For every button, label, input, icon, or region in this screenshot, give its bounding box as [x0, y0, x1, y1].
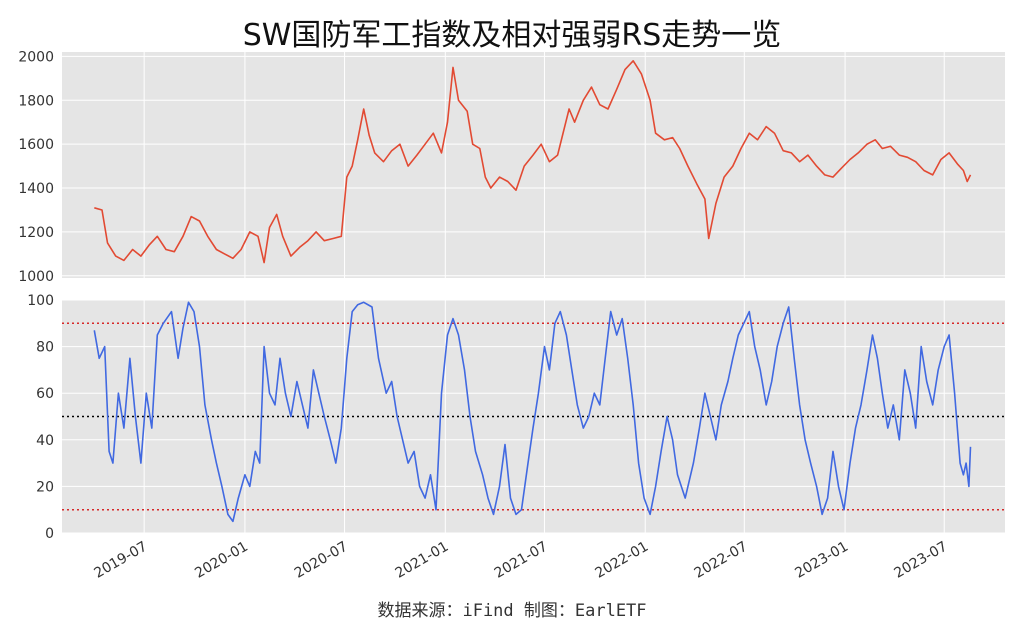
index-panel-y-tick-label: 1000 — [18, 269, 54, 285]
x-tick-label: 2022-01 — [593, 539, 652, 582]
rs-panel-y-tick-label: 40 — [36, 433, 54, 449]
x-tick-label: 2023-01 — [792, 539, 851, 582]
index-panel-series-line-0 — [94, 60, 972, 264]
index-panel-plot-area — [62, 52, 1005, 278]
index-panel-y-tick-label: 2000 — [18, 49, 54, 65]
x-tick-label: 2020-07 — [292, 539, 351, 582]
rs-panel-y-tick-label: 0 — [45, 526, 54, 542]
index-panel-y-tick-label: 1800 — [18, 93, 54, 109]
rs-panel-series-line-0 — [93, 301, 972, 523]
rs-panel-y-tick-label: 20 — [36, 479, 54, 495]
index-panel-y-tick-label: 1600 — [18, 137, 54, 153]
rs-panel-y-tick-label: 100 — [27, 293, 54, 309]
data-source-caption: 数据来源：iFind 制图：EarlETF — [377, 601, 647, 621]
rs-panel-y-tick-label: 80 — [36, 340, 54, 356]
x-tick-label: 2020-01 — [192, 539, 251, 582]
index-panel-y-tick-label: 1400 — [18, 181, 54, 197]
rs-panel-y-tick-label: 60 — [36, 386, 54, 402]
chart-title: SW国防军工指数及相对强弱RS走势一览 — [242, 18, 782, 53]
x-tick-label: 2022-07 — [692, 539, 751, 582]
index-panel-y-tick-label: 1200 — [18, 225, 54, 241]
x-tick-label: 2021-01 — [393, 539, 452, 582]
x-tick-label: 2021-07 — [492, 539, 551, 582]
x-tick-label: 2019-07 — [91, 539, 150, 582]
x-tick-label: 2023-07 — [892, 539, 951, 582]
